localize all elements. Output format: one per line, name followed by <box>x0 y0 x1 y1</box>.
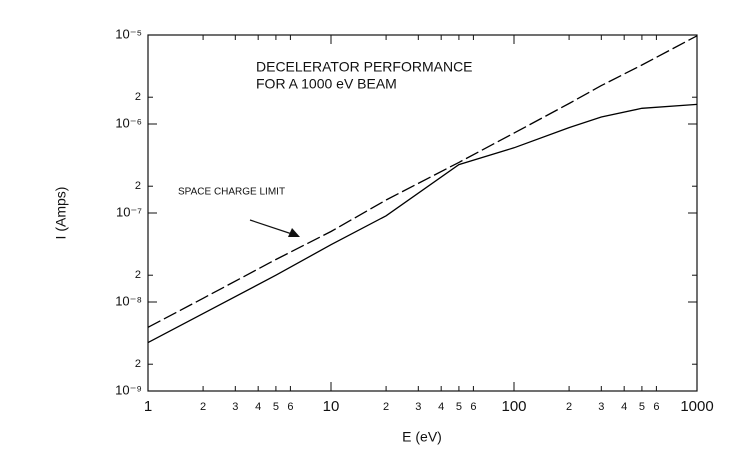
x-tick-label: 100 <box>501 398 526 415</box>
plot-frame <box>147 34 698 392</box>
x-tick-label: 6 <box>470 401 476 413</box>
y-axis-label: I (Amps) <box>53 187 69 240</box>
y-tick-label: 10⁻⁸ <box>115 293 142 308</box>
x-tick-label: 3 <box>415 401 421 413</box>
chart-title: FOR A 1000 eV BEAM <box>256 76 397 92</box>
x-tick-label: 1000 <box>680 398 713 415</box>
y-tick-label: 10⁻⁶ <box>115 115 142 130</box>
y-tick-label: 2 <box>135 358 141 370</box>
x-tick-label: 5 <box>456 401 462 413</box>
y-tick-label: 2 <box>135 91 141 103</box>
x-tick-label: 6 <box>287 401 293 413</box>
x-tick-label: 3 <box>598 401 604 413</box>
y-tick-label: 10⁻⁵ <box>115 26 142 41</box>
y-tick-label: 10⁻⁷ <box>116 204 142 219</box>
x-tick-label: 2 <box>383 401 389 413</box>
x-tick-label: 6 <box>653 401 659 413</box>
annotation: SPACE CHARGE LIMIT <box>178 187 285 198</box>
x-axis-label: E (eV) <box>402 429 442 445</box>
arrow-head <box>288 228 300 237</box>
x-tick-label: 10 <box>323 398 340 415</box>
data-line <box>147 103 698 344</box>
x-tick-label: 2 <box>200 401 206 413</box>
x-tick-label: 1 <box>144 398 152 415</box>
y-tick-label: 2 <box>135 180 141 192</box>
data-line <box>147 35 698 328</box>
x-tick-label: 4 <box>621 401 627 413</box>
x-tick-label: 5 <box>639 401 645 413</box>
chart-title: DECELERATOR PERFORMANCE <box>256 59 473 75</box>
x-tick-label: 3 <box>232 401 238 413</box>
x-tick-label: 4 <box>255 401 261 413</box>
y-tick-label: 10⁻⁹ <box>115 382 142 397</box>
y-tick-label: 2 <box>135 269 141 281</box>
x-tick-label: 2 <box>566 401 572 413</box>
x-tick-label: 4 <box>438 401 444 413</box>
x-tick-label: 5 <box>273 401 279 413</box>
